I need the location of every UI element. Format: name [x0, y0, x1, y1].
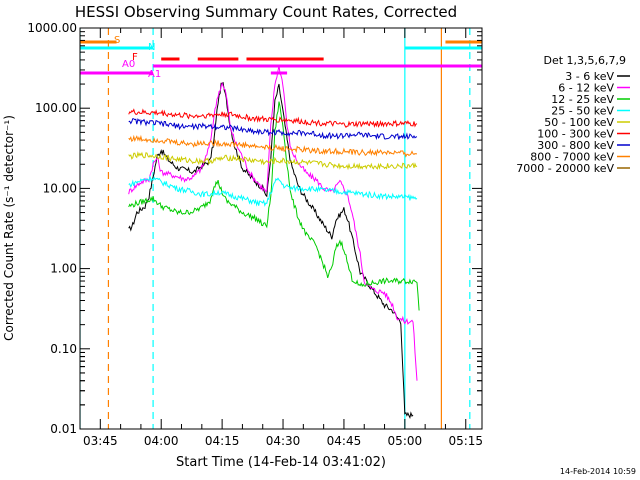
- attenuator-lines: [80, 28, 471, 429]
- series-lines: [128, 65, 420, 419]
- x-tick-label: 03:45: [83, 434, 118, 448]
- legend-entry-label: 12 - 25 keV: [551, 93, 614, 106]
- y-tick-label: 1.00: [50, 262, 77, 276]
- state-label: F: [132, 52, 138, 63]
- y-tick-label: 100.00: [35, 101, 77, 115]
- series-line-800-7000keV: [128, 134, 418, 158]
- legend-entry-label: 25 - 50 keV: [551, 105, 614, 118]
- y-tick-label: 1000.00: [27, 21, 77, 35]
- legend-entry-label: 3 - 6 keV: [565, 70, 614, 83]
- legend-entry-label: 50 - 100 keV: [544, 116, 614, 129]
- series-line-25-50keV: [128, 176, 418, 207]
- series-line-300-800keV: [128, 118, 418, 141]
- x-tick-label: 05:15: [448, 434, 483, 448]
- state-label: A0: [122, 59, 135, 70]
- series-line-100-300keV: [128, 108, 418, 129]
- y-tick-label: 0.10: [50, 342, 77, 356]
- x-axis-label: Start Time (14-Feb-14 03:41:02): [176, 455, 386, 470]
- x-tick-label: 04:00: [144, 434, 179, 448]
- legend-entry-label: 300 - 800 keV: [537, 139, 614, 152]
- x-tick-label: 04:15: [205, 434, 240, 448]
- chart-title: HESSI Observing Summary Count Rates, Cor…: [75, 3, 457, 21]
- legend-entry-label: 800 - 7000 keV: [530, 151, 614, 164]
- x-tick-label: 04:45: [327, 434, 362, 448]
- x-tick-label: 04:30: [266, 434, 301, 448]
- x-tick-label: 05:00: [388, 434, 423, 448]
- series-line-6-12keV: [128, 65, 418, 381]
- legend-entry-label: 100 - 300 keV: [537, 128, 614, 141]
- state-label: S: [114, 35, 120, 46]
- y-tick-label: 0.01: [50, 422, 77, 436]
- legend-entry-label: 6 - 12 keV: [558, 82, 614, 95]
- x-axis: 03:45 04:00 04:15 04:30 04:45 05:00 05:15: [79, 28, 483, 448]
- state-label: A1: [148, 69, 161, 80]
- y-tick-label: 10.00: [43, 181, 77, 195]
- footer-timestamp: 14-Feb-2014 10:59: [560, 467, 636, 476]
- legend-title: Det 1,3,5,6,7,9: [543, 54, 626, 67]
- y-axis-label: Corrected Count Rate (s⁻¹ detector⁻¹): [2, 115, 16, 341]
- series-line-12-25keV: [128, 101, 420, 311]
- series-line-50-100keV: [128, 151, 418, 171]
- legend-entry-label: 7000 - 20000 keV: [516, 162, 614, 175]
- y-axis: 1000.00 100.00 10.00 1.00 0.10 0.01: [27, 21, 482, 436]
- plot-frame: [79, 27, 483, 430]
- state-label: N: [148, 42, 155, 53]
